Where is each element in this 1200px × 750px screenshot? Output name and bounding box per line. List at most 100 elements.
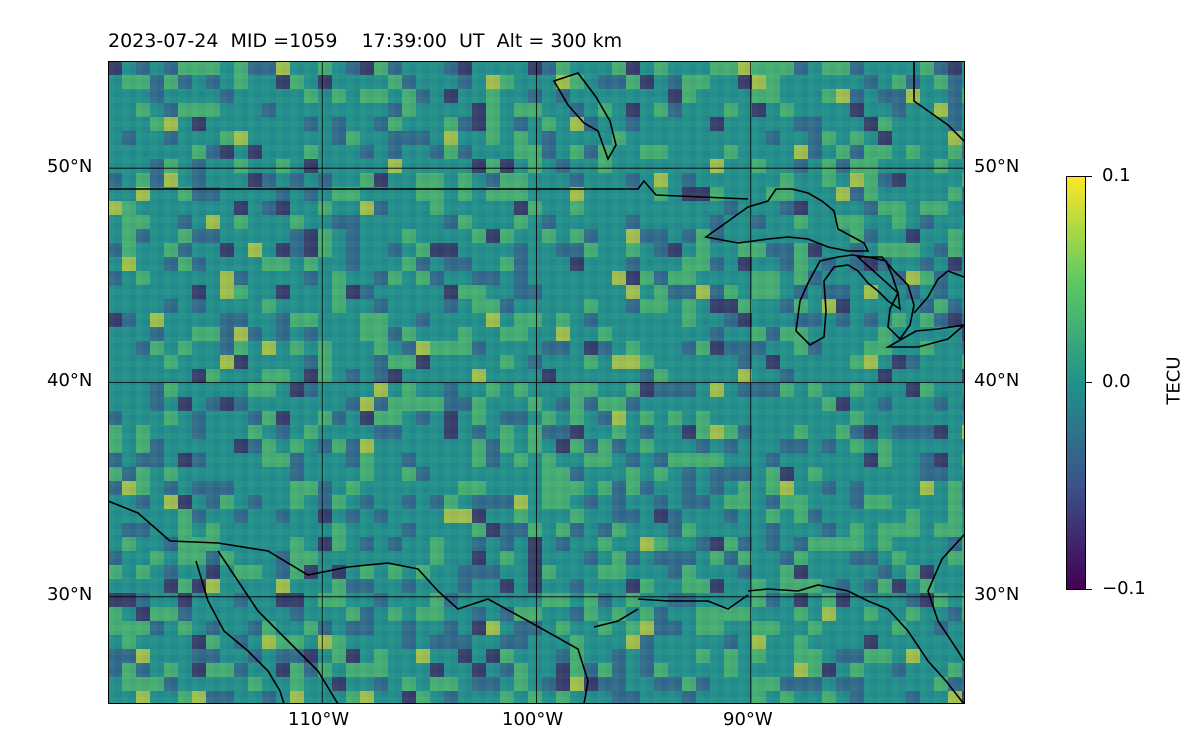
tec-cell [822,453,836,467]
tec-cell [738,369,752,383]
tec-cell [542,691,556,704]
tec-cell [388,411,402,425]
tec-cell [864,285,878,299]
tec-cell [626,537,640,551]
tec-cell [794,509,808,523]
tec-cell [178,411,192,425]
tec-cell [318,481,332,495]
tec-cell [430,215,444,229]
tec-cell [444,607,458,621]
tec-cell [402,495,416,509]
tec-cell [556,551,570,565]
tec-cell [654,579,668,593]
tec-cell [766,341,780,355]
tec-cell [612,635,626,649]
tec-cell [220,89,234,103]
tec-cell [724,103,738,117]
tec-cell [892,313,906,327]
tec-cell [388,257,402,271]
tec-cell [374,383,388,397]
tec-cell [472,355,486,369]
tec-cell [528,663,542,677]
tec-cell [710,117,724,131]
tec-cell [850,649,864,663]
tec-cell [794,355,808,369]
tec-cell [360,383,374,397]
tec-cell [234,677,248,691]
tec-cell [206,215,220,229]
tec-cell [528,89,542,103]
tec-cell [794,341,808,355]
tec-cell [192,215,206,229]
tec-cell [710,159,724,173]
tec-cell [122,201,136,215]
tec-cell [682,341,696,355]
tec-cell [822,215,836,229]
tec-cell [374,341,388,355]
tec-cell [486,89,500,103]
tec-cell [108,201,122,215]
tec-cell [150,509,164,523]
tec-cell [682,187,696,201]
tec-cell [332,579,346,593]
tec-cell [934,635,948,649]
tec-cell [794,145,808,159]
tec-cell [248,285,262,299]
tec-cell [206,453,220,467]
tec-cell [178,187,192,201]
tec-cell [276,285,290,299]
tec-cell [360,509,374,523]
tec-cell [934,299,948,313]
tec-cell [318,635,332,649]
tec-cell [122,523,136,537]
tec-cell [458,201,472,215]
tec-cell [164,285,178,299]
tec-cell [514,313,528,327]
tec-cell [136,663,150,677]
tec-cell [262,439,276,453]
tec-cell [528,327,542,341]
tec-cell [234,257,248,271]
tec-cell [430,621,444,635]
tec-cell [850,89,864,103]
tec-cell [108,61,122,75]
tec-cell [696,383,710,397]
tec-cell [570,201,584,215]
tec-cell [206,621,220,635]
tec-cell [948,439,962,453]
tec-cell [598,173,612,187]
tec-cell [752,551,766,565]
tec-cell [906,243,920,257]
tec-cell [444,341,458,355]
tec-cell [780,439,794,453]
tec-cell [962,607,965,621]
tec-cell [850,453,864,467]
tec-cell [808,537,822,551]
tec-cell [542,453,556,467]
tec-cell [430,285,444,299]
tec-cell [262,509,276,523]
tec-cell [248,481,262,495]
tec-cell [486,369,500,383]
tec-cell [668,579,682,593]
tec-cell [710,649,724,663]
tec-cell [360,327,374,341]
tec-cell [836,187,850,201]
tec-cell [374,145,388,159]
tec-cell [150,285,164,299]
tec-cell [892,117,906,131]
tec-cell [458,481,472,495]
tec-cell [822,523,836,537]
tec-cell [304,649,318,663]
tec-cell [150,537,164,551]
tec-cell [318,201,332,215]
tec-cell [892,537,906,551]
tec-cell [332,271,346,285]
tec-cell [906,551,920,565]
tec-cell [640,159,654,173]
tec-cell [402,677,416,691]
tec-cell [836,215,850,229]
tec-cell [178,453,192,467]
tec-cell [696,565,710,579]
tec-cell [934,201,948,215]
